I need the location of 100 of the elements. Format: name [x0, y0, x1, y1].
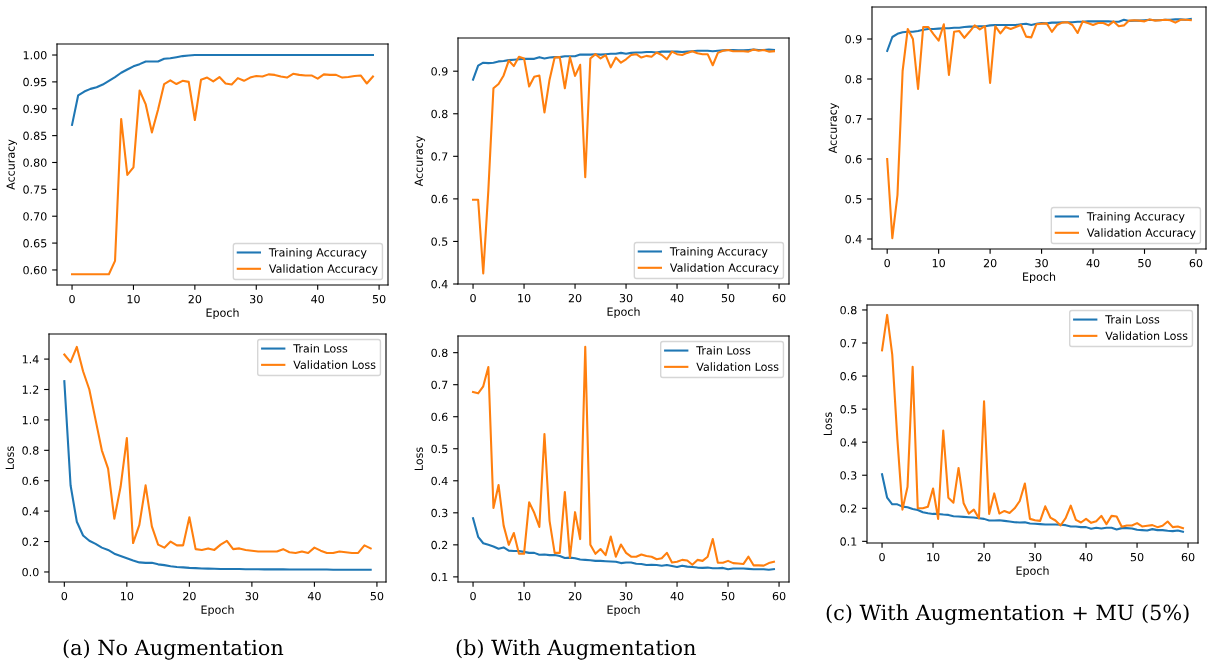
x-axis-title: Epoch: [206, 308, 239, 320]
x-tick-label: 60: [772, 591, 786, 601]
x-tick-label: 0: [470, 591, 476, 601]
x-tick-label: 40: [311, 294, 325, 304]
x-tick-label: 0: [61, 591, 68, 601]
x-tick-label: 30: [1028, 552, 1042, 562]
x-axis-title: Epoch: [201, 605, 234, 617]
y-tick-label: 1.00: [23, 50, 47, 60]
y-tick-label: 0.4: [431, 476, 448, 486]
y-tick-label: 0.0: [22, 567, 39, 577]
x-tick-label: 10: [127, 294, 140, 304]
x-tick-label: 30: [245, 591, 259, 601]
x-tick-label: 30: [250, 294, 263, 304]
legend-label: Train Loss: [1105, 315, 1160, 324]
y-tick-label: 0.5: [845, 194, 862, 204]
x-tick-label: 40: [670, 591, 684, 601]
y-tick-label: 0.2: [431, 540, 448, 550]
x-tick-label: 10: [932, 258, 945, 268]
x-tick-label: 50: [721, 591, 735, 601]
legend-label: Validation Accuracy: [268, 264, 378, 275]
x-tick-label: 10: [518, 293, 531, 303]
x-tick-label: 60: [1181, 552, 1195, 562]
x-axis-title: Epoch: [607, 307, 640, 319]
y-tick-label: 0.70: [23, 212, 47, 221]
text: (a) No Augmentation: [63, 639, 284, 660]
x-tick-label: 20: [183, 591, 196, 601]
x-tick-label: 50: [370, 591, 384, 601]
legend-label: Validation Accuracy: [669, 263, 779, 274]
y-tick-label: 0.2: [22, 537, 39, 546]
x-tick-label: 20: [568, 591, 582, 601]
line-series: [63, 380, 372, 571]
y-tick-label: 0.60: [23, 265, 47, 275]
y-tick-label: 0.8: [845, 74, 862, 84]
y-tick-label: 0.1: [431, 572, 448, 582]
text: (b) With Augmentation: [456, 639, 696, 660]
y-tick-label: 0.7: [431, 380, 448, 390]
y-tick-label: 0.9: [431, 67, 448, 76]
x-tick-label: 0: [69, 294, 75, 304]
x-tick-label: 0: [884, 258, 890, 268]
y-tick-label: 0.8: [431, 109, 448, 119]
y-tick-label: 0.6: [431, 412, 448, 422]
y-tick-label: 0.90: [23, 104, 47, 114]
text: (c) With Augmentation + MU (5%): [826, 604, 1189, 625]
y-axis-title: Loss: [5, 446, 14, 470]
y-tick-label: 0.95: [23, 77, 47, 87]
x-tick-label: 40: [1086, 258, 1100, 268]
y-tick-label: 0.4: [840, 438, 857, 447]
x-axis-title: Epoch: [1016, 566, 1049, 578]
y-tick-label: 0.80: [23, 158, 47, 167]
x-tick-label: 60: [772, 293, 786, 303]
x-tick-label: 0: [879, 552, 885, 562]
line-series: [881, 473, 1184, 533]
y-tick-label: 0.4: [431, 279, 448, 289]
line-series: [472, 48, 775, 81]
y-tick-label: 0.7: [840, 338, 857, 348]
y-tick-label: 0.5: [840, 405, 857, 414]
y-tick-label: 0.8: [22, 446, 39, 455]
y-tick-label: 0.7: [845, 114, 862, 124]
y-tick-label: 0.2: [840, 504, 857, 513]
y-tick-label: 0.6: [845, 154, 862, 164]
x-tick-label: 20: [188, 294, 202, 304]
y-axis-title: Accuracy: [414, 135, 426, 187]
legend-label: Validation Accuracy: [1086, 228, 1196, 239]
x-tick-label: 40: [670, 293, 684, 303]
legend-label: Validation Loss: [293, 360, 376, 369]
y-tick-label: 0.5: [431, 444, 448, 454]
y-tick-label: 0.65: [23, 239, 47, 248]
x-tick-label: 50: [372, 294, 386, 304]
y-tick-label: 0.6: [22, 476, 39, 486]
legend-label: Train Loss: [696, 346, 751, 355]
y-tick-label: 0.6: [431, 194, 448, 204]
x-tick-label: 20: [983, 258, 997, 268]
x-tick-label: 30: [619, 293, 633, 303]
y-tick-label: 1.2: [22, 385, 39, 394]
y-axis-title: Loss: [414, 447, 423, 471]
legend-label: Train Loss: [293, 344, 348, 353]
y-axis-title: Accuracy: [6, 139, 17, 190]
x-tick-label: 10: [120, 591, 134, 601]
x-tick-label: 0: [470, 293, 476, 303]
x-tick-label: 50: [1130, 552, 1144, 562]
y-tick-label: 1.4: [22, 355, 39, 364]
x-tick-label: 30: [619, 591, 633, 601]
x-tick-label: 10: [518, 591, 531, 601]
line-series: [886, 17, 1192, 53]
y-tick-label: 0.85: [23, 131, 47, 140]
legend-label: Validation Loss: [1105, 331, 1188, 340]
x-tick-label: 20: [568, 293, 582, 303]
y-tick-label: 0.8: [431, 348, 448, 358]
x-tick-label: 50: [721, 293, 735, 303]
line-series: [472, 517, 775, 571]
y-tick-label: 0.4: [845, 234, 862, 244]
y-tick-label: 0.3: [840, 471, 857, 480]
y-tick-label: 0.6: [840, 372, 857, 381]
y-tick-label: 0.75: [23, 185, 47, 194]
x-tick-label: 60: [1189, 258, 1203, 268]
y-axis-title: Accuracy: [828, 102, 840, 154]
x-axis-title: Epoch: [607, 605, 640, 617]
y-tick-label: 0.8: [840, 305, 857, 315]
y-axis-title: Loss: [823, 412, 832, 436]
y-tick-label: 0.7: [431, 152, 448, 161]
